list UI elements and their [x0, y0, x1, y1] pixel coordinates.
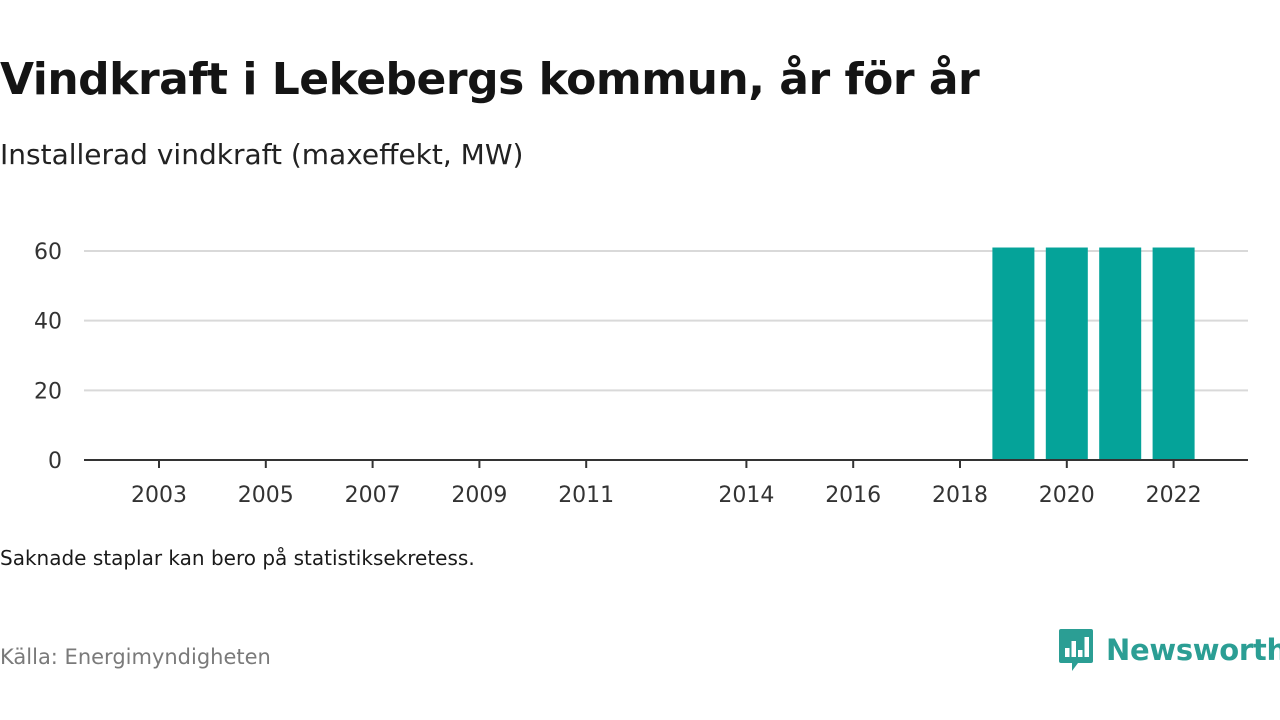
y-axis-tick-labels: 0 20 40 60 [34, 240, 62, 474]
x-tick-label-2022: 2022 [1146, 483, 1202, 508]
y-tick-label-60: 60 [34, 240, 62, 265]
y-tick-label-20: 20 [34, 379, 62, 404]
brand-name: Newsworthy [1106, 633, 1280, 667]
x-tick-label-2003: 2003 [131, 483, 187, 508]
source-label: Källa: Energimyndigheten [0, 645, 271, 669]
bar-2020 [1045, 247, 1088, 460]
x-tick-label-2011: 2011 [558, 483, 614, 508]
x-tick-label-2016: 2016 [825, 483, 881, 508]
bar-chart: 0 20 40 60 2003 2005 2007 2009 2011 2014 2016 2018… [34, 240, 1248, 508]
bar-2021 [1099, 247, 1142, 460]
bar-2022 [1152, 247, 1195, 460]
bar-2019 [992, 247, 1035, 460]
x-tick-label-2009: 2009 [451, 483, 507, 508]
x-tick-label-2018: 2018 [932, 483, 988, 508]
y-tick-label-0: 0 [48, 449, 62, 474]
x-tick-label-2007: 2007 [345, 483, 401, 508]
x-axis-tick-labels: 2003 2005 2007 2009 2011 2014 2016 2018 2020 2022 [131, 483, 1202, 508]
x-tick-label-2020: 2020 [1039, 483, 1095, 508]
footnote: Saknade staplar kan bero på statistiksek… [0, 546, 475, 570]
x-tick-label-2014: 2014 [718, 483, 774, 508]
chart-subtitle: Installerad vindkraft (maxeffekt, MW) [0, 138, 524, 171]
x-axis [84, 459, 1248, 468]
brand-logo[interactable]: Newsworthy [1058, 628, 1280, 672]
newsworthy-logo-icon [1059, 629, 1093, 671]
bars [992, 247, 1195, 460]
y-tick-label-40: 40 [34, 310, 62, 335]
x-tick-label-2005: 2005 [238, 483, 294, 508]
chart-title: Vindkraft i Lekebergs kommun, år för år [0, 54, 980, 105]
